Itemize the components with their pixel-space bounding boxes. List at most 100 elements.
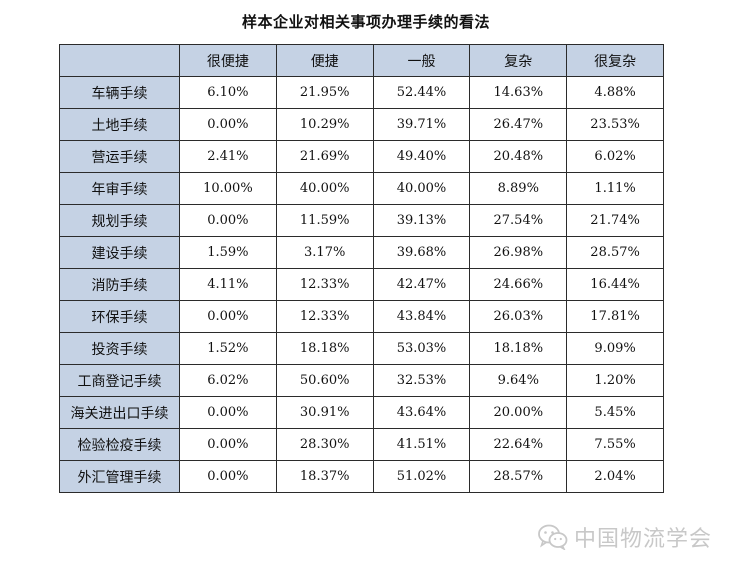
table-cell: 9.09% bbox=[566, 332, 664, 365]
table-cell: 20.48% bbox=[469, 140, 568, 173]
table-body: 车辆手续 6.10% 21.95% 52.44% 14.63% 4.88% 土地手续 0.00… bbox=[59, 76, 664, 493]
table-row: 营运手续 2.41% 21.69% 49.40% 20.48% 6.02% bbox=[59, 140, 664, 173]
corner-cell bbox=[59, 44, 180, 77]
row-header: 投资手续 bbox=[59, 332, 180, 365]
table-cell: 0.00% bbox=[179, 300, 277, 333]
table-cell: 52.44% bbox=[372, 76, 471, 109]
table-cell: 6.02% bbox=[566, 140, 664, 173]
table-cell: 0.00% bbox=[179, 460, 277, 493]
table-cell: 6.02% bbox=[179, 364, 277, 397]
row-header: 外汇管理手续 bbox=[59, 460, 180, 493]
table-cell: 26.03% bbox=[469, 300, 568, 333]
table-cell: 10.29% bbox=[275, 108, 374, 141]
table-cell: 40.00% bbox=[372, 172, 471, 205]
table-cell: 2.41% bbox=[179, 140, 277, 173]
column-header: 很便捷 bbox=[179, 44, 277, 77]
table-cell: 50.60% bbox=[275, 364, 374, 397]
table-cell: 0.00% bbox=[179, 428, 277, 461]
column-header: 复杂 bbox=[469, 44, 568, 77]
data-table: 很便捷 便捷 一般 复杂 很复杂 车辆手续 6.10% 21.95% 52.44% 14… bbox=[59, 44, 664, 493]
table-row: 工商登记手续 6.02% 50.60% 32.53% 9.64% 1.20% bbox=[59, 364, 664, 397]
table-cell: 2.04% bbox=[566, 460, 664, 493]
row-header: 环保手续 bbox=[59, 300, 180, 333]
table-cell: 51.02% bbox=[372, 460, 471, 493]
row-header: 检验检疫手续 bbox=[59, 428, 180, 461]
table-cell: 7.55% bbox=[566, 428, 664, 461]
row-header: 土地手续 bbox=[59, 108, 180, 141]
table-cell: 8.89% bbox=[469, 172, 568, 205]
table-cell: 39.13% bbox=[372, 204, 471, 237]
row-header: 年审手续 bbox=[59, 172, 180, 205]
table-cell: 16.44% bbox=[566, 268, 664, 301]
table-cell: 27.54% bbox=[469, 204, 568, 237]
table-cell: 28.30% bbox=[275, 428, 374, 461]
table-cell: 26.47% bbox=[469, 108, 568, 141]
table-cell: 0.00% bbox=[179, 108, 277, 141]
table-cell: 28.57% bbox=[469, 460, 568, 493]
table-row: 车辆手续 6.10% 21.95% 52.44% 14.63% 4.88% bbox=[59, 76, 664, 109]
table-title: 样本企业对相关事项办理手续的看法 bbox=[241, 13, 490, 31]
watermark: 中国物流学会 bbox=[538, 521, 712, 553]
table-row: 检验检疫手续 0.00% 28.30% 41.51% 22.64% 7.55% bbox=[59, 428, 664, 461]
row-header: 海关进出口手续 bbox=[59, 396, 180, 429]
row-header: 车辆手续 bbox=[59, 76, 180, 109]
table-cell: 49.40% bbox=[372, 140, 471, 173]
table-cell: 39.68% bbox=[372, 236, 471, 269]
table-cell: 11.59% bbox=[275, 204, 374, 237]
table-cell: 21.95% bbox=[275, 76, 374, 109]
table-cell: 22.64% bbox=[469, 428, 568, 461]
table-cell: 12.33% bbox=[275, 268, 374, 301]
column-header: 一般 bbox=[372, 44, 471, 77]
table-cell: 14.63% bbox=[469, 76, 568, 109]
table-cell: 23.53% bbox=[566, 108, 664, 141]
table-cell: 0.00% bbox=[179, 396, 277, 429]
header-row: 很便捷 便捷 一般 复杂 很复杂 bbox=[59, 44, 664, 77]
table-cell: 40.00% bbox=[275, 172, 374, 205]
table-cell: 41.51% bbox=[372, 428, 471, 461]
table-cell: 53.03% bbox=[372, 332, 471, 365]
table-row: 消防手续 4.11% 12.33% 42.47% 24.66% 16.44% bbox=[59, 268, 664, 301]
table-cell: 26.98% bbox=[469, 236, 568, 269]
table-cell: 12.33% bbox=[275, 300, 374, 333]
table-cell: 20.00% bbox=[469, 396, 568, 429]
table-cell: 4.11% bbox=[179, 268, 277, 301]
table-cell: 18.18% bbox=[469, 332, 568, 365]
table-cell: 0.00% bbox=[179, 204, 277, 237]
table-cell: 9.64% bbox=[469, 364, 568, 397]
table-row: 年审手续 10.00% 40.00% 40.00% 8.89% 1.11% bbox=[59, 172, 664, 205]
row-header: 营运手续 bbox=[59, 140, 180, 173]
table-cell: 42.47% bbox=[372, 268, 471, 301]
table-cell: 10.00% bbox=[179, 172, 277, 205]
watermark-text: 中国物流学会 bbox=[573, 527, 712, 552]
table-cell: 18.37% bbox=[275, 460, 374, 493]
table-row: 海关进出口手续 0.00% 30.91% 43.64% 20.00% 5.45% bbox=[59, 396, 664, 429]
table-cell: 30.91% bbox=[275, 396, 374, 429]
row-header: 工商登记手续 bbox=[59, 364, 180, 397]
wechat-icon bbox=[538, 524, 568, 550]
table-row: 土地手续 0.00% 10.29% 39.71% 26.47% 23.53% bbox=[59, 108, 664, 141]
table-row: 建设手续 1.59% 3.17% 39.68% 26.98% 28.57% bbox=[59, 236, 664, 269]
table-cell: 1.59% bbox=[179, 236, 277, 269]
table-cell: 18.18% bbox=[275, 332, 374, 365]
table-cell: 39.71% bbox=[372, 108, 471, 141]
table-cell: 43.84% bbox=[372, 300, 471, 333]
table-cell: 43.64% bbox=[372, 396, 471, 429]
table-cell: 1.11% bbox=[566, 172, 664, 205]
table-row: 投资手续 1.52% 18.18% 53.03% 18.18% 9.09% bbox=[59, 332, 664, 365]
table-cell: 17.81% bbox=[566, 300, 664, 333]
column-header: 很复杂 bbox=[566, 44, 664, 77]
table-cell: 28.57% bbox=[566, 236, 664, 269]
table-cell: 3.17% bbox=[275, 236, 374, 269]
table-cell: 24.66% bbox=[469, 268, 568, 301]
table-row: 外汇管理手续 0.00% 18.37% 51.02% 28.57% 2.04% bbox=[59, 460, 664, 493]
table-cell: 4.88% bbox=[566, 76, 664, 109]
table-cell: 21.69% bbox=[275, 140, 374, 173]
table-cell: 1.20% bbox=[566, 364, 664, 397]
table-cell: 1.52% bbox=[179, 332, 277, 365]
column-header: 便捷 bbox=[275, 44, 374, 77]
row-header: 规划手续 bbox=[59, 204, 180, 237]
row-header: 消防手续 bbox=[59, 268, 180, 301]
table-cell: 32.53% bbox=[372, 364, 471, 397]
row-header: 建设手续 bbox=[59, 236, 180, 269]
table-row: 规划手续 0.00% 11.59% 39.13% 27.54% 21.74% bbox=[59, 204, 664, 237]
